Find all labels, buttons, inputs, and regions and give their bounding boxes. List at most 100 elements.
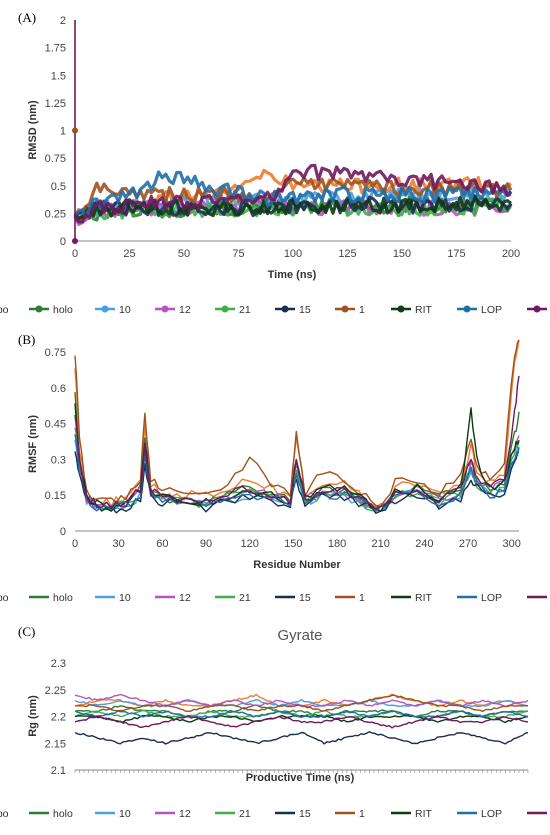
legend-item-apo: apo [0, 304, 9, 316]
legend-label-12: 12 [179, 592, 191, 604]
legend-marker-15 [281, 305, 289, 313]
legend-item-19: 19 [527, 595, 547, 599]
panel-c-series-holo [74, 704, 529, 718]
legend-item-LOP: LOP [457, 304, 502, 316]
panel-a-x-tick-label: 25 [123, 248, 135, 260]
legend-label-1: 1 [359, 592, 365, 604]
panel-b-x-tick-label: 30 [113, 538, 125, 550]
legend-item-apo: apo [0, 592, 9, 604]
legend-item-10: 10 [95, 808, 131, 820]
legend-label-21: 21 [239, 592, 251, 604]
legend-item-15: 15 [275, 304, 311, 316]
legend-label-LOP: LOP [481, 592, 502, 604]
legend-label-10: 10 [119, 592, 131, 604]
panel-b-series-19 [74, 375, 520, 510]
panel-b-y-axis-title: RMSF (nm) [27, 415, 39, 473]
legend-label-holo: holo [53, 808, 73, 820]
panel-a-x-tick-label: 150 [393, 248, 411, 260]
legend-label-15: 15 [299, 304, 311, 316]
panel-b-plot-area: 0 0.15 0.3 0.45 0.6 0.75 0 30 60 90 120 150 180 210 24… [45, 339, 521, 550]
legend-label-RIT: RIT [415, 592, 433, 604]
legend-item-12: 12 [155, 304, 191, 316]
panel-a-y-tick-label: 0 [60, 236, 66, 248]
legend-label-1: 1 [359, 304, 365, 316]
legend-label-LOP: LOP [481, 808, 502, 820]
legend-label-holo: holo [53, 304, 73, 316]
panel-b-legend: apo holo 10 12 21 15 1 RIT LOP 19 [0, 592, 547, 604]
legend-item-12: 12 [155, 808, 191, 820]
legend-label-holo: holo [53, 592, 73, 604]
legend-item-1: 1 [335, 304, 365, 316]
legend-item-12: 12 [155, 592, 191, 604]
panel-c-y-axis-title: Rg (nm) [27, 695, 39, 737]
panel-b-x-tick-label: 120 [241, 538, 259, 550]
panel-a-y-tick-label: 1 [60, 126, 66, 138]
panel-b-x-tick-label: 150 [284, 538, 302, 550]
legend-item-holo: holo [29, 592, 73, 604]
panel-c-y-tick-label: 2.1 [51, 765, 66, 777]
panel-a: (A) RMSD (nm) Time (ns) 0 0.25 0.5 0.75 1 1.2… [0, 10, 547, 316]
legend-item-RIT: RIT [391, 592, 433, 604]
panel-a-series-LOP [73, 170, 512, 220]
legend-label-LOP: LOP [481, 304, 502, 316]
panel-a-x-tick-label: 0 [72, 248, 78, 260]
panel-a-x-tick-label: 100 [284, 248, 302, 260]
panel-c: (C) Gyrate Rg (nm) Productive Time (ns) … [0, 624, 547, 820]
legend-item-19: 19 [527, 811, 547, 815]
panel-b-x-axis-title: Residue Number [253, 559, 341, 571]
panel-a-legend: apo holo 10 12 21 15 1 RIT LOP 19 [0, 304, 547, 316]
panel-a-plot-area: 0 0.25 0.5 0.75 1 1.25 1.5 1.75 2 0 25 50 75 100 125 15… [45, 15, 521, 260]
panel-b: (B) RMSF (nm) Residue Number 0 0.15 0.3 0.4… [0, 332, 547, 604]
panel-a-x-tick-label: 125 [338, 248, 356, 260]
panel-c-series-1 [75, 694, 529, 713]
legend-label-RIT: RIT [415, 304, 433, 316]
panel-b-y-tick-label: 0.45 [45, 419, 66, 431]
panel-a-series-15 [74, 194, 513, 218]
legend-label-apo: apo [0, 304, 9, 316]
panel-a-point-marker [72, 238, 78, 244]
panel-a-y-axis-title: RMSD (nm) [27, 100, 39, 160]
legend-item-1: 1 [335, 592, 365, 604]
legend-marker-LOP [463, 305, 471, 313]
legend-item-21: 21 [215, 808, 251, 820]
panel-c-series-RIT [74, 714, 529, 724]
legend-label-21: 21 [239, 304, 251, 316]
panel-c-legend: apo holo 10 12 21 15 1 RIT LOP 19 [0, 808, 547, 820]
legend-label-15: 15 [299, 592, 311, 604]
panel-a-x-tick-label: 175 [447, 248, 465, 260]
legend-item-RIT: RIT [391, 808, 433, 820]
panel-a-y-tick-label: 0.5 [51, 181, 66, 193]
legend-marker-12 [161, 305, 169, 313]
panel-a-label: (A) [18, 10, 36, 25]
legend-item-holo: holo [29, 808, 73, 820]
panel-c-series-19 [74, 715, 529, 729]
legend-marker-holo [35, 305, 43, 313]
legend-item-10: 10 [95, 592, 131, 604]
panel-a-y-tick-label: 1.75 [45, 43, 66, 55]
legend-label-21: 21 [239, 808, 251, 820]
legend-marker-1 [341, 305, 349, 313]
panel-a-x-tick-label: 50 [178, 248, 190, 260]
legend-marker-21 [221, 305, 229, 313]
legend-label-12: 12 [179, 808, 191, 820]
legend-item-10: 10 [95, 304, 131, 316]
panel-c-y-tick-label: 2.25 [45, 685, 66, 697]
legend-label-12: 12 [179, 304, 191, 316]
panel-a-y-tick-label: 0.25 [45, 208, 66, 220]
legend-item-19: 19 [527, 305, 547, 313]
panel-c-series-LOP [74, 710, 529, 719]
panel-b-y-tick-label: 0.6 [51, 383, 66, 395]
legend-marker-10 [101, 305, 109, 313]
legend-item-RIT: RIT [391, 304, 433, 316]
legend-label-10: 10 [119, 304, 131, 316]
panel-b-x-tick-label: 0 [72, 538, 78, 550]
panel-c-plot-area: 2.1 2.15 2.2 2.25 2.3 [45, 658, 529, 777]
panel-b-y-tick-label: 0 [60, 526, 66, 538]
panel-b-x-tick-label: 180 [328, 538, 346, 550]
panel-b-x-tick-label: 300 [503, 538, 521, 550]
legend-item-15: 15 [275, 808, 311, 820]
panel-b-y-tick-label: 0.75 [45, 347, 66, 359]
panel-a-y-tick-label: 2 [60, 15, 66, 27]
legend-label-RIT: RIT [415, 808, 433, 820]
